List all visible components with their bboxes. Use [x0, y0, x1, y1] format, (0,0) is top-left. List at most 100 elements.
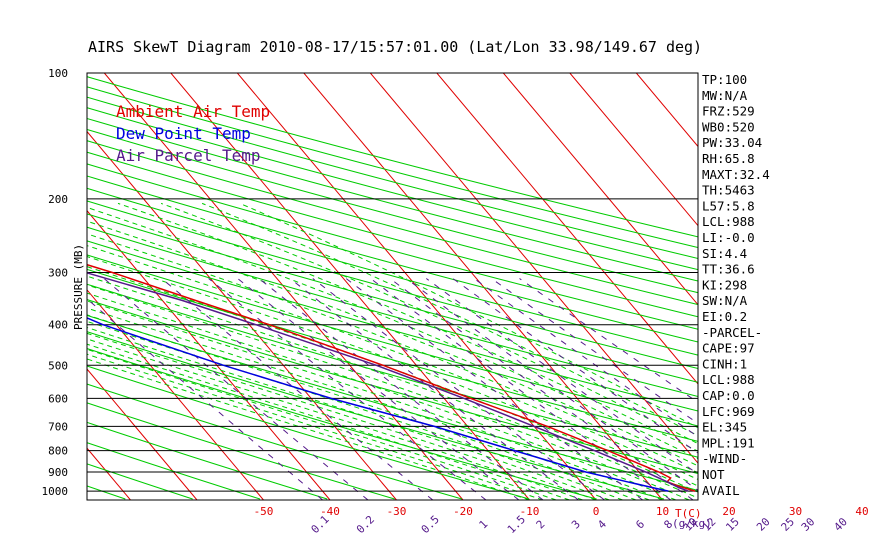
mixing-ratio-line	[426, 278, 698, 475]
mixing-ratio-line	[312, 278, 605, 500]
mixing-ratio-line	[87, 298, 323, 500]
pressure-tick-label: 500	[48, 359, 68, 372]
moist-adiabat-line	[87, 284, 690, 500]
dry-adiabat-line	[87, 96, 698, 259]
index-entry: LI:-0.0	[702, 230, 755, 245]
index-entry: TH:5463	[702, 183, 755, 198]
mixing-ratio-line	[345, 278, 643, 500]
dry-adiabat-line	[87, 200, 698, 370]
mixing-ratio-line	[161, 278, 434, 500]
stability-indices: TP:100MW:N/AFRZ:529WB0:520PW:33.04RH:65.…	[702, 72, 770, 498]
mixing-ratio-tick-label: 20	[754, 515, 773, 534]
mixing-ratio-tick-label: 4	[595, 517, 609, 531]
pressure-tick-label: 700	[48, 420, 68, 433]
plot-border	[86, 72, 699, 501]
isotherm-line	[87, 209, 331, 500]
index-entry: KI:298	[702, 277, 747, 292]
x-axis-label: T(C)	[675, 507, 702, 520]
dry-adiabat-line	[87, 331, 665, 500]
index-entry: WB0:520	[702, 119, 755, 134]
dry-adiabat-line	[87, 107, 698, 271]
bottom-axis-tick-label: 40	[855, 505, 868, 518]
moist-adiabat-line	[87, 220, 698, 467]
pressure-tick-label: 300	[48, 267, 68, 280]
bottom-axis-tick-label: 0	[593, 505, 600, 518]
mixing-ratio-tick-label: 6	[633, 518, 647, 532]
isotherm-line	[87, 447, 131, 500]
y-axis-label: PRESSURE (MB)	[72, 244, 85, 330]
series-line	[87, 317, 669, 492]
mixing-ratio-tick-label: 0.5	[419, 513, 442, 536]
moist-adiabat-line	[87, 245, 698, 481]
isotherm-line	[87, 368, 198, 500]
bottom-axis-tick-label: -40	[320, 505, 340, 518]
moist-adiabat-line	[160, 202, 698, 445]
moist-adiabat-line	[87, 256, 698, 487]
index-entry: EL:345	[702, 420, 747, 435]
pressure-tick-label: 200	[48, 193, 68, 206]
moist-adiabat-line	[87, 275, 698, 499]
moist-adiabat-line	[117, 202, 698, 452]
index-entry: PW:33.04	[702, 135, 762, 150]
dry-adiabat-line	[87, 175, 698, 343]
pressure-tick-label: 1000	[42, 485, 69, 498]
mixing-ratio-line	[405, 278, 698, 491]
moist-adiabat-line	[87, 314, 637, 500]
index-entry: -PARCEL-	[702, 325, 762, 340]
legend: Ambient Air Temp Dew Point Temp Air Parcel…	[116, 102, 270, 165]
mixing-ratio-tick-label: 2	[534, 518, 548, 532]
dry-adiabat-line	[87, 421, 328, 500]
index-entry: AVAIL	[702, 483, 740, 498]
index-entry: FRZ:529	[702, 104, 755, 119]
bottom-axis-tick-label: -30	[387, 505, 407, 518]
index-entry: SI:4.4	[702, 246, 747, 261]
bottom-axis-tick-label: 30	[789, 505, 802, 518]
moist-adiabat-line	[87, 358, 530, 500]
dry-adiabat-line	[87, 128, 698, 294]
pressure-tick-label: 800	[48, 445, 68, 458]
series-line	[87, 272, 689, 492]
chart-title: AIRS SkewT Diagram 2010-08-17/15:57:01.0…	[88, 38, 702, 56]
index-entry: LFC:969	[702, 404, 755, 419]
index-entry: -WIND-	[702, 451, 747, 466]
index-entry: MAXT:32.4	[702, 167, 770, 182]
dry-adiabat-line	[87, 314, 698, 491]
moist-adiabat-line	[87, 307, 650, 500]
legend-entry: Ambient Air Temp	[116, 102, 270, 121]
bottom-axis-tick-label: 20	[722, 505, 735, 518]
mixing-ratio-tick-label: 40	[831, 515, 850, 534]
dry-adiabat-lines	[87, 76, 698, 500]
bottom-axis-labels: -50 -40 -30 -20 -10 0 10 20 30 40	[254, 505, 869, 518]
pressure-tick-label: 400	[48, 319, 68, 332]
dry-adiabat-line	[87, 485, 126, 500]
legend-entry: Dew Point Temp	[116, 124, 251, 143]
dry-adiabat-line	[87, 226, 698, 397]
bottom-axis-tick-label: -50	[254, 505, 274, 518]
moist-adiabat-lines	[87, 202, 698, 500]
dry-adiabat-line	[87, 76, 698, 238]
index-entry: CINH:1	[702, 356, 747, 371]
index-entry: CAP:0.0	[702, 388, 755, 403]
pressure-tick-label: 900	[48, 466, 68, 479]
pressure-axis-labels: 100 200 300 400 500 600 700 800 900 1000	[42, 67, 69, 498]
bottom-axis-tick-label: -20	[453, 505, 473, 518]
legend-entry: Air Parcel Temp	[116, 146, 261, 165]
bottom-axis-tick-label: 10	[656, 505, 669, 518]
dry-adiabat-line	[87, 383, 463, 500]
moist-adiabat-line	[87, 343, 570, 500]
mixing-ratio-tick-label: 25	[779, 515, 798, 534]
mixing-ratio-line	[370, 278, 672, 500]
dry-adiabat-line	[87, 86, 698, 249]
index-entry: L57:5.8	[702, 198, 755, 213]
moist-adiabat-line	[87, 292, 676, 500]
dry-adiabat-line	[87, 187, 698, 356]
index-entry: SW:N/A	[702, 293, 748, 308]
isotherm-line	[0, 73, 64, 500]
mixing-ratio-line	[389, 278, 694, 500]
dry-adiabat-line	[87, 299, 698, 475]
plot-frame	[86, 72, 699, 501]
dry-adiabat-line	[87, 254, 698, 427]
moist-adiabat-line	[87, 348, 557, 500]
index-entry: LCL:988	[702, 372, 755, 387]
series-line	[87, 263, 696, 492]
